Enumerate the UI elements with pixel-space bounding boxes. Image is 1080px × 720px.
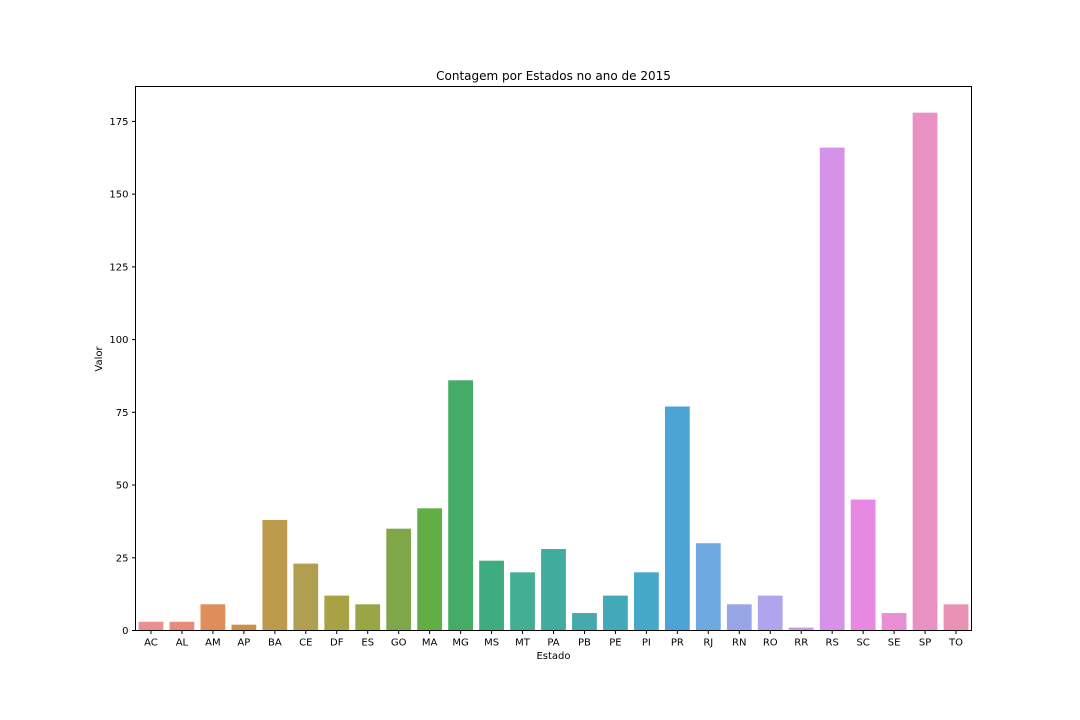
x-axis-ticks: AC AL AM AP BA CE DF ES GO MA MG MS MT PA PB PE PI PR RJ RN… [144, 630, 963, 649]
y-tick-label: 175 [109, 117, 128, 128]
y-tick-label: 0 [122, 626, 128, 637]
bar-rn [726, 604, 752, 631]
plot-frame [135, 86, 972, 631]
x-tick-label: RN [732, 638, 746, 649]
y-axis-label: Valor [94, 346, 105, 372]
bar-pi [634, 572, 659, 631]
x-tick-label: AC [144, 638, 158, 649]
bar-ap [231, 624, 257, 631]
x-tick-label: BA [268, 638, 282, 649]
x-tick-label: AP [237, 638, 250, 649]
bar-ro [757, 595, 783, 631]
x-axis-label: Estado [536, 651, 570, 662]
x-tick-label: PR [671, 638, 684, 649]
bar-mg [448, 380, 473, 631]
x-tick-label: AM [205, 638, 220, 649]
bar-sp [912, 112, 938, 631]
x-tick-label: SE [888, 638, 901, 649]
y-tick-label: 25 [116, 553, 129, 564]
x-tick-label: AL [176, 638, 189, 649]
y-axis-ticks: 0 25 50 75 100 125 150 175 [109, 117, 136, 637]
x-tick-label: RO [763, 638, 778, 649]
bar-rj [695, 543, 721, 631]
x-tick-label: ES [361, 638, 374, 649]
x-tick-label: GO [391, 638, 407, 649]
bar-am [200, 604, 226, 631]
x-tick-label: SP [919, 638, 931, 649]
x-tick-label: CE [299, 638, 312, 649]
x-tick-label: DF [330, 638, 344, 649]
x-tick-label: MS [484, 638, 499, 649]
x-tick-label: PI [642, 638, 651, 649]
bar-df [324, 595, 350, 631]
bars-group [138, 112, 969, 631]
bar-se [881, 613, 907, 631]
x-tick-label: PB [578, 638, 591, 649]
bar-pe [603, 595, 628, 631]
bar-al [169, 621, 195, 631]
x-tick-label: PA [547, 638, 559, 649]
x-tick-label: PE [609, 638, 621, 649]
bar-ms [479, 560, 504, 631]
x-tick-label: RR [794, 638, 808, 649]
bar-ac [138, 621, 164, 631]
bar-to [943, 604, 969, 631]
x-tick-label: RS [826, 638, 839, 649]
y-tick-label: 75 [116, 408, 129, 419]
y-tick-label: 50 [116, 481, 129, 492]
y-tick-label: 100 [109, 335, 128, 346]
x-tick-label: MG [452, 638, 468, 649]
y-tick-label: 125 [109, 262, 128, 273]
bar-pa [541, 549, 566, 631]
bar-rs [819, 147, 845, 631]
x-tick-label: SC [856, 638, 869, 649]
bar-pb [572, 613, 597, 631]
bar-ce [293, 563, 319, 631]
bar-go [386, 528, 412, 631]
bar-ma [417, 508, 443, 631]
bar-es [355, 604, 381, 631]
bar-pr [664, 406, 690, 631]
x-tick-label: MT [515, 638, 531, 649]
bar-ba [262, 519, 288, 631]
y-tick-label: 150 [109, 190, 128, 201]
chart-title: Contagem por Estados no ano de 2015 [436, 69, 671, 83]
x-tick-label: TO [948, 638, 963, 649]
bar-mt [510, 572, 535, 631]
bar-sc [850, 499, 876, 631]
x-tick-label: RJ [703, 638, 713, 649]
bar-rr [788, 627, 814, 631]
x-tick-label: MA [422, 638, 438, 649]
